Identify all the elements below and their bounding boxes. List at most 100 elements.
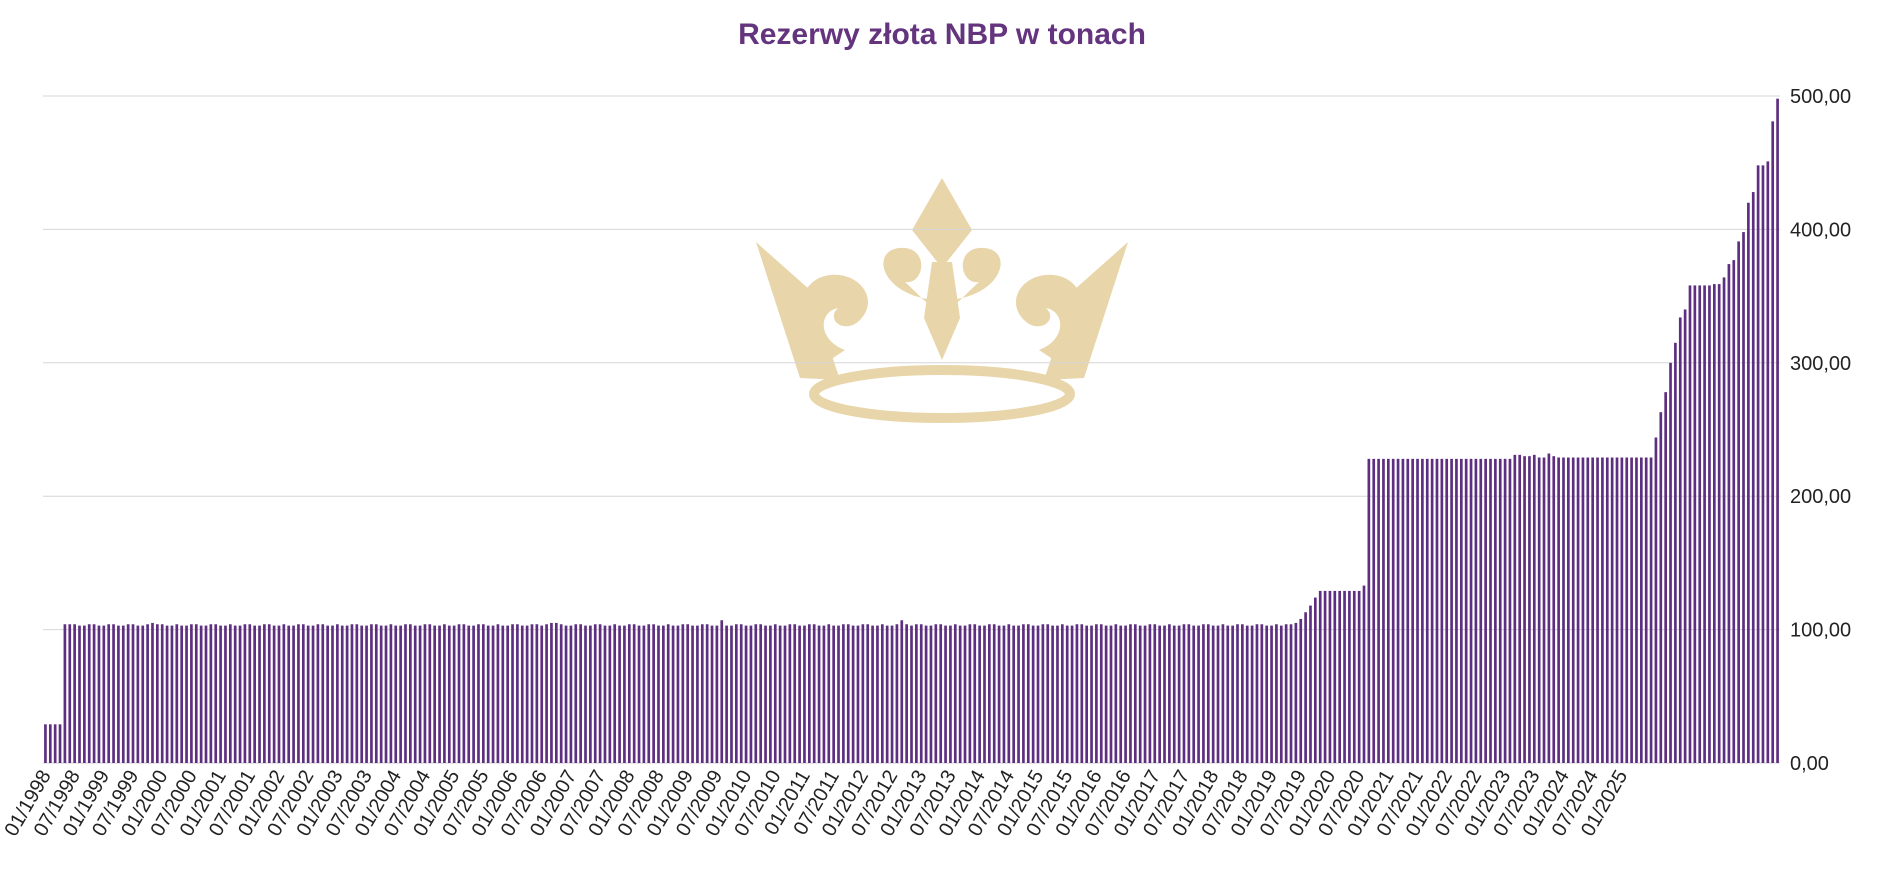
bar	[953, 624, 957, 763]
bar	[890, 625, 894, 763]
bar	[744, 625, 748, 763]
bar	[778, 625, 782, 763]
bar	[1202, 624, 1205, 763]
bar	[618, 625, 621, 763]
bar	[404, 624, 407, 763]
bar	[394, 625, 398, 763]
bar	[1411, 458, 1414, 763]
bar	[1382, 458, 1385, 763]
bar	[1197, 625, 1200, 763]
bar	[185, 625, 188, 763]
bar	[1299, 618, 1303, 763]
bar	[1138, 625, 1142, 763]
bar	[608, 625, 612, 763]
bar	[233, 625, 237, 763]
bar	[540, 625, 544, 763]
bar	[739, 624, 743, 763]
bar	[1727, 264, 1731, 763]
bar	[1357, 590, 1361, 763]
bar	[1698, 285, 1702, 763]
bar	[87, 624, 91, 763]
bar	[1211, 625, 1215, 763]
bar	[1659, 412, 1663, 763]
bar	[243, 624, 247, 763]
bar	[1255, 624, 1259, 763]
bar	[1158, 625, 1161, 763]
bar	[258, 625, 261, 763]
bar	[477, 624, 480, 763]
bar	[1017, 625, 1020, 763]
bar	[1177, 625, 1181, 763]
bar	[1386, 458, 1390, 763]
bar	[1601, 457, 1604, 763]
bar	[1751, 192, 1755, 764]
x-axis: 01/199807/199801/199907/199901/200007/20…	[1, 767, 1633, 841]
bar	[481, 624, 485, 763]
bar	[1532, 454, 1536, 763]
bar	[457, 624, 461, 763]
bar	[355, 624, 359, 763]
bar	[1625, 457, 1629, 763]
bar	[793, 624, 797, 763]
bar	[637, 625, 641, 763]
bar	[228, 624, 232, 763]
bar	[345, 625, 349, 763]
bar	[686, 624, 690, 763]
bar	[379, 625, 383, 763]
bar	[384, 625, 388, 763]
bar	[1494, 458, 1497, 763]
bar	[1596, 457, 1599, 763]
bar	[48, 724, 52, 763]
bar	[1085, 625, 1088, 763]
bar	[939, 624, 943, 763]
bar	[1489, 458, 1492, 763]
y-tick-label: 400,00	[1790, 219, 1851, 241]
bar	[1498, 458, 1502, 763]
bar	[593, 624, 597, 763]
bar	[316, 624, 320, 763]
bar	[574, 624, 578, 763]
bar	[627, 624, 631, 763]
bar	[423, 624, 427, 763]
bar	[1567, 457, 1570, 763]
bar	[409, 624, 412, 763]
bar	[662, 625, 665, 763]
bar	[311, 625, 315, 763]
bar	[632, 624, 636, 763]
bar	[1630, 457, 1633, 763]
y-tick-label: 200,00	[1790, 486, 1851, 508]
bar	[1523, 456, 1526, 763]
bar	[1635, 457, 1638, 763]
bar	[589, 625, 592, 763]
bar	[1289, 624, 1293, 763]
bar	[297, 624, 300, 763]
bar	[876, 625, 879, 763]
bar	[1615, 457, 1619, 763]
bar	[1639, 457, 1643, 763]
bar	[413, 625, 417, 763]
bar	[1732, 260, 1736, 763]
bar	[1693, 285, 1697, 763]
bar	[1031, 625, 1035, 763]
bar	[569, 625, 573, 763]
bar	[267, 624, 271, 763]
bar	[559, 624, 563, 763]
bar	[798, 625, 801, 763]
bar	[579, 624, 582, 763]
bar	[710, 625, 714, 763]
bar	[190, 624, 193, 763]
bar	[1644, 457, 1648, 763]
bar	[856, 625, 860, 763]
bar	[584, 625, 587, 763]
bar	[340, 625, 344, 763]
bar	[623, 625, 626, 763]
bar	[151, 622, 154, 763]
bar	[272, 625, 276, 763]
bar	[1104, 625, 1108, 763]
bar	[1304, 612, 1307, 763]
bar	[963, 625, 967, 763]
bar	[1678, 317, 1682, 763]
bar	[554, 622, 558, 763]
bar	[1309, 605, 1312, 763]
bar	[929, 625, 933, 763]
